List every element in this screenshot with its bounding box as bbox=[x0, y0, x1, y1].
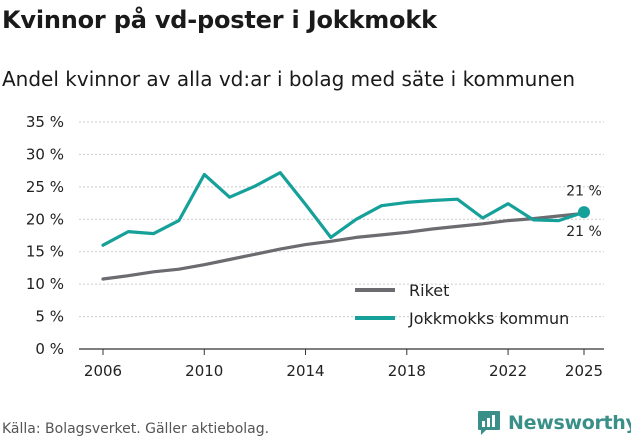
x-tick-label: 2022 bbox=[489, 362, 527, 380]
series-lines bbox=[101, 171, 586, 281]
y-tick-label: 30 % bbox=[26, 145, 64, 163]
brand-logo: Newsworthy bbox=[477, 409, 631, 437]
newsworthy-icon bbox=[478, 410, 500, 435]
data-label-riket: 21 % bbox=[566, 183, 602, 199]
legend-label-kommun: Jokkmokks kommun bbox=[408, 309, 569, 328]
x-tick-label: 2006 bbox=[84, 362, 122, 380]
y-tick-label: 20 % bbox=[26, 210, 64, 228]
series-line-kommun bbox=[101, 171, 586, 247]
y-tick-label: 0 % bbox=[35, 340, 64, 358]
y-tick-label: 35 % bbox=[26, 113, 64, 131]
data-labels: 21 % 21 % bbox=[566, 183, 602, 240]
x-tick-label: 2025 bbox=[565, 362, 603, 380]
end-marker-kommun bbox=[578, 206, 590, 219]
data-label-kommun: 21 % bbox=[566, 224, 602, 240]
chart-title: Kvinnor på vd-poster i Jokkmokk bbox=[2, 6, 437, 34]
x-tick-label: 2010 bbox=[185, 362, 223, 380]
legend-label-riket: Riket bbox=[409, 281, 449, 300]
chart-subtitle: Andel kvinnor av alla vd:ar i bolag med … bbox=[2, 67, 575, 91]
legend: Riket Jokkmokks kommun bbox=[355, 281, 569, 328]
axes: 0 % 5 % 10 % 15 % 20 % 25 % 30 % 35 % 2006 2010 20… bbox=[26, 113, 604, 380]
y-tick-label: 25 % bbox=[26, 178, 64, 196]
x-tick-label: 2014 bbox=[286, 362, 324, 380]
y-tick-label: 15 % bbox=[26, 243, 64, 261]
brand-name: Newsworthy bbox=[508, 412, 631, 434]
x-tick-label: 2018 bbox=[388, 362, 426, 380]
y-tick-label: 5 % bbox=[35, 308, 64, 326]
source-note: Källa: Bolagsverket. Gäller aktiebolag. bbox=[2, 421, 270, 437]
y-tick-label: 10 % bbox=[26, 275, 64, 293]
series-line-riket bbox=[101, 211, 586, 281]
